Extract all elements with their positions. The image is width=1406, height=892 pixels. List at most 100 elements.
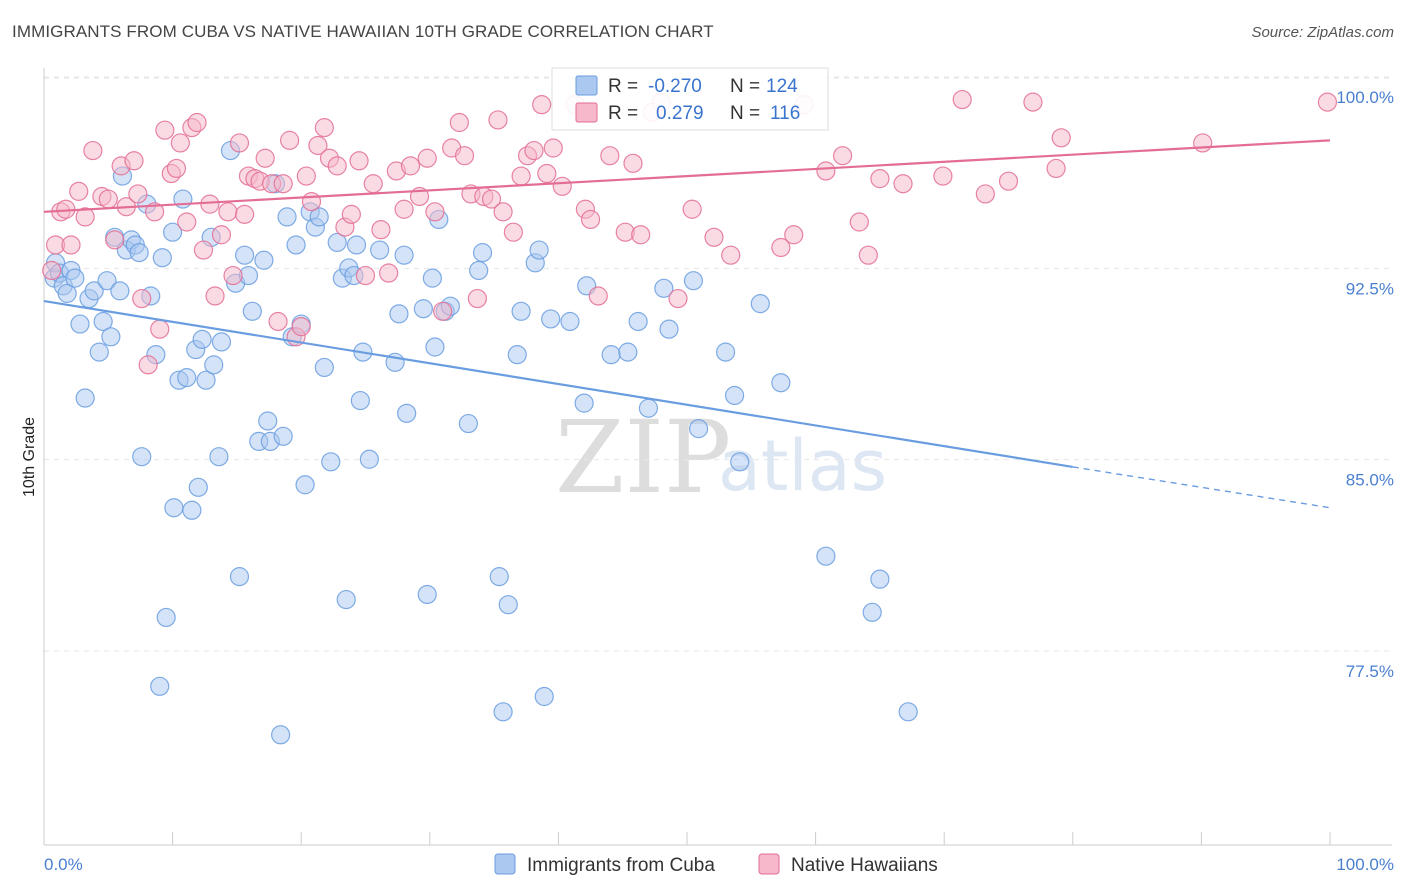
stats-swatch-hawaiian	[575, 102, 598, 123]
data-point	[467, 288, 487, 309]
data-point	[349, 151, 369, 171]
data-point	[177, 368, 197, 388]
data-point	[898, 702, 918, 722]
data-point	[704, 227, 724, 247]
series-hawaiian-points	[42, 89, 1338, 375]
data-point	[98, 189, 118, 209]
data-point	[166, 158, 187, 179]
data-point	[314, 118, 334, 138]
data-point	[1051, 128, 1071, 148]
data-point	[150, 676, 170, 696]
data-point	[229, 133, 250, 153]
data-point	[472, 243, 493, 263]
chart-title: IMMIGRANTS FROM CUBA VS NATIVE HAWAIIAN …	[12, 22, 714, 41]
data-point	[417, 584, 437, 605]
data-point	[65, 268, 85, 288]
data-point	[277, 207, 297, 227]
data-point	[124, 151, 144, 171]
y-tick-label: 77.5%	[1346, 662, 1394, 681]
data-point	[534, 686, 554, 707]
legend-label-hawaiian: Native Hawaiians	[791, 855, 938, 876]
gridlines	[44, 76, 1392, 652]
data-point	[341, 204, 361, 224]
data-point	[1193, 133, 1213, 153]
data-point	[89, 342, 109, 362]
data-point	[433, 301, 453, 321]
data-point	[654, 278, 674, 298]
data-point	[975, 184, 995, 204]
data-point	[425, 202, 445, 222]
data-point	[511, 301, 531, 321]
data-point	[308, 135, 328, 156]
data-point	[503, 222, 523, 242]
data-point	[105, 230, 125, 250]
data-point	[397, 403, 417, 423]
data-point	[683, 271, 704, 291]
data-point	[481, 189, 502, 209]
data-point	[132, 288, 152, 309]
data-point	[258, 411, 278, 431]
data-point	[187, 112, 207, 133]
data-point	[144, 202, 165, 222]
data-point	[132, 447, 152, 467]
data-point	[862, 602, 882, 622]
data-point	[543, 138, 563, 158]
data-point	[211, 332, 232, 352]
data-point	[209, 447, 229, 467]
stats-r-value-cuba: -0.270	[648, 76, 702, 97]
legend-swatch-hawaiian	[758, 853, 780, 875]
y-tick-label: 100.0%	[1336, 88, 1394, 107]
data-point	[771, 237, 791, 258]
data-point	[511, 166, 531, 186]
data-point	[668, 288, 688, 309]
data-point	[235, 245, 255, 265]
data-point	[413, 299, 433, 319]
y-tick-label: 92.5%	[1346, 279, 1394, 298]
data-point	[192, 329, 212, 349]
data-point	[327, 232, 347, 253]
data-point	[229, 567, 250, 587]
stats-r-label-hawaiian: R =	[608, 103, 638, 124]
legend-label-cuba: Immigrants from Cuba	[527, 855, 715, 876]
trend-line	[43, 300, 1073, 468]
data-point	[489, 567, 509, 587]
data-point	[280, 130, 300, 150]
data-point	[458, 413, 478, 434]
y-tick-labels: 77.5% 85.0% 92.5% 100.0%	[1336, 88, 1394, 681]
data-point	[152, 248, 172, 268]
data-point	[273, 174, 293, 194]
data-point	[933, 166, 953, 186]
data-point	[291, 317, 311, 337]
data-point	[422, 268, 442, 288]
stats-n-label-cuba: N =	[730, 76, 760, 97]
data-point	[211, 225, 232, 245]
data-point	[193, 240, 214, 260]
data-point	[42, 260, 62, 281]
data-point	[200, 194, 220, 214]
data-point	[952, 89, 972, 110]
data-point	[69, 181, 89, 201]
data-point	[560, 311, 580, 332]
data-point	[493, 702, 513, 722]
data-point	[715, 342, 736, 362]
data-point	[601, 345, 621, 365]
data-point	[70, 314, 90, 334]
data-point	[321, 452, 341, 472]
data-point	[454, 146, 475, 166]
data-point	[370, 240, 390, 260]
data-point	[449, 112, 469, 133]
data-point	[255, 148, 275, 168]
data-point	[379, 263, 399, 283]
data-point	[196, 370, 216, 390]
data-point	[75, 388, 95, 408]
data-point	[268, 311, 288, 332]
data-point	[163, 222, 183, 242]
data-point	[301, 191, 322, 212]
data-point	[314, 357, 334, 378]
data-point	[83, 140, 103, 161]
data-point	[638, 398, 659, 418]
data-point	[400, 156, 421, 176]
data-point	[242, 301, 262, 321]
x-tick-marks	[43, 832, 1331, 845]
